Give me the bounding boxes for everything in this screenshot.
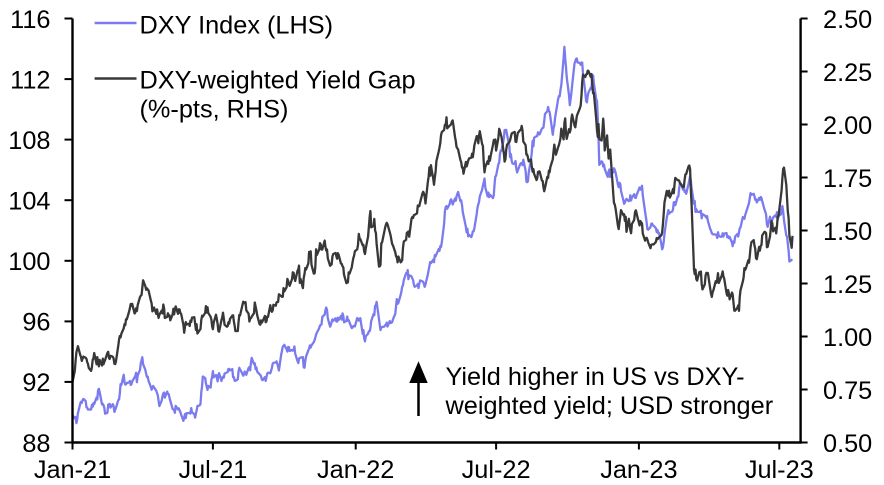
svg-text:1.50: 1.50 xyxy=(823,218,872,246)
svg-text:1.25: 1.25 xyxy=(823,271,872,299)
svg-text:104: 104 xyxy=(8,188,50,216)
svg-text:112: 112 xyxy=(10,66,50,94)
svg-text:Jan-21: Jan-21 xyxy=(34,456,111,484)
svg-text:Jul-21: Jul-21 xyxy=(178,456,247,484)
svg-text:2.50: 2.50 xyxy=(823,6,872,34)
svg-text:Jul-23: Jul-23 xyxy=(745,456,814,484)
svg-text:DXY-weighted Yield Gap: DXY-weighted Yield Gap xyxy=(140,67,416,95)
svg-text:108: 108 xyxy=(8,127,50,155)
svg-text:88: 88 xyxy=(22,430,50,458)
svg-text:100: 100 xyxy=(8,248,50,276)
svg-text:Jan-23: Jan-23 xyxy=(600,456,677,484)
svg-text:DXY Index (LHS): DXY Index (LHS) xyxy=(140,11,334,39)
svg-text:0.75: 0.75 xyxy=(823,377,872,405)
svg-text:1.75: 1.75 xyxy=(823,165,872,193)
svg-text:92: 92 xyxy=(22,369,50,397)
svg-text:Jul-22: Jul-22 xyxy=(462,456,531,484)
svg-text:116: 116 xyxy=(10,6,50,34)
svg-text:96: 96 xyxy=(22,309,50,337)
svg-text:Yield higher in US vs DXY-: Yield higher in US vs DXY- xyxy=(446,363,745,391)
svg-text:(%-pts, RHS): (%-pts, RHS) xyxy=(140,96,289,124)
svg-text:Jan-22: Jan-22 xyxy=(317,456,394,484)
svg-text:0.50: 0.50 xyxy=(823,430,872,458)
svg-text:weighted yield; USD stronger: weighted yield; USD stronger xyxy=(445,392,774,420)
svg-text:2.00: 2.00 xyxy=(823,112,872,140)
svg-text:2.25: 2.25 xyxy=(823,59,872,87)
svg-text:1.00: 1.00 xyxy=(823,324,872,352)
